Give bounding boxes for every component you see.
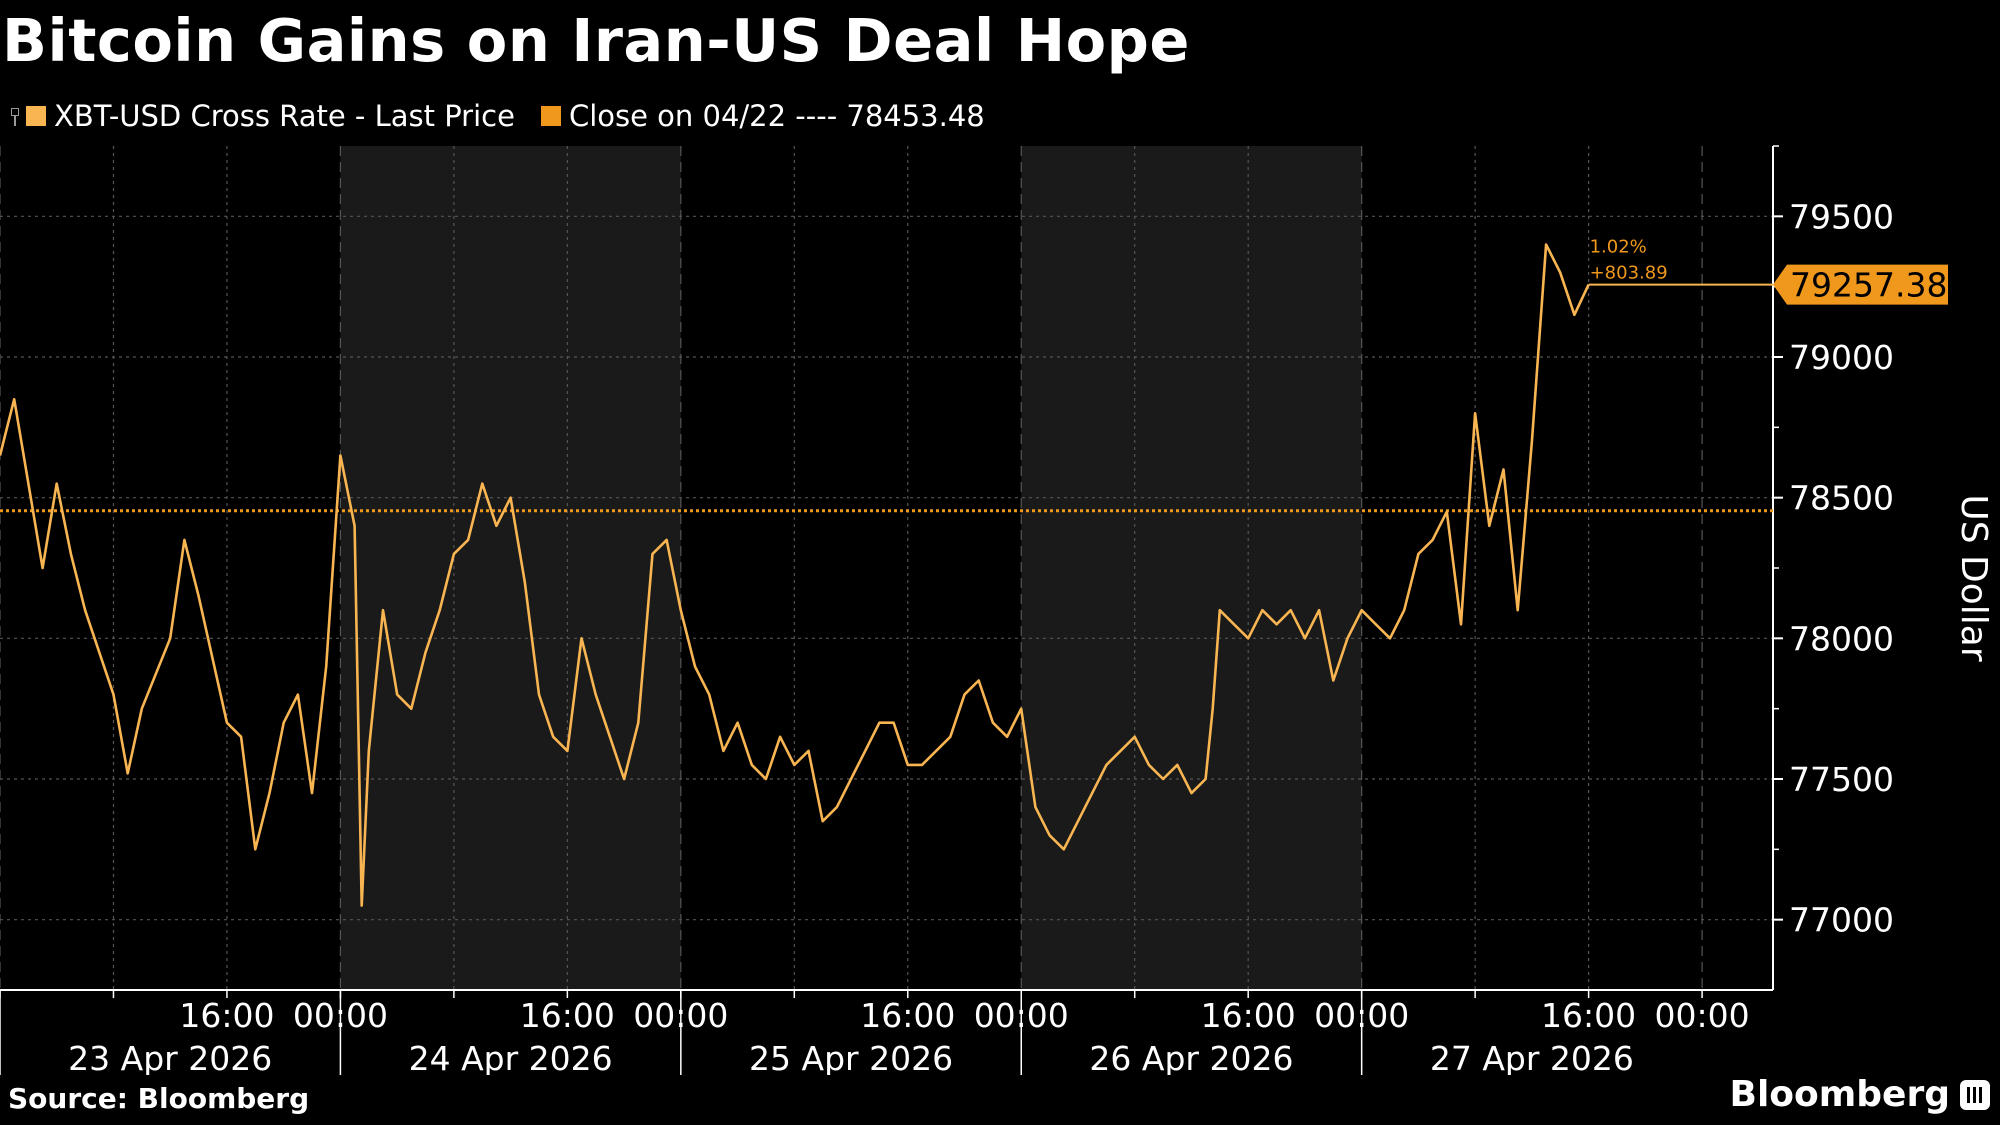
legend-series-label: XBT-USD Cross Rate - Last Price xyxy=(54,99,515,133)
close-swatch-icon xyxy=(540,106,561,126)
x-date-label: 25 Apr 2026 xyxy=(749,1039,953,1075)
change-absolute-label: +803.89 xyxy=(1590,263,1668,284)
legend-marker-icon xyxy=(10,106,22,126)
change-percent-label: 1.02% xyxy=(1590,237,1647,258)
brand-name: Bloomberg xyxy=(1729,1074,1950,1115)
last-value-label: 79257.38 xyxy=(1790,266,1947,305)
y-tick-label: 79000 xyxy=(1789,338,1894,377)
x-date-label: 26 Apr 2026 xyxy=(1089,1039,1293,1075)
weekend-shade xyxy=(1021,146,1362,990)
source-note: Source: Bloomberg xyxy=(8,1082,310,1115)
price-series-line xyxy=(0,243,1590,907)
x-tick-label: 16:00 xyxy=(1201,996,1296,1035)
bloomberg-terminal-icon xyxy=(1960,1079,1990,1110)
x-tick-label: 00:00 xyxy=(1655,996,1750,1035)
y-tick-label: 78500 xyxy=(1789,479,1894,518)
y-tick-label: 79500 xyxy=(1789,197,1894,236)
series-swatch-icon xyxy=(26,106,46,126)
x-date-label: 23 Apr 2026 xyxy=(68,1039,272,1075)
y-tick-label: 77000 xyxy=(1789,901,1894,940)
x-date-label: 27 Apr 2026 xyxy=(1430,1039,1634,1075)
legend-item-close: Close on 04/22 ---- 78453.48 xyxy=(540,99,985,133)
x-tick-label: 16:00 xyxy=(860,996,955,1035)
y-tick-label: 77500 xyxy=(1789,760,1894,799)
y-axis-title: US Dollar xyxy=(1953,494,1994,661)
legend-item-series: XBT-USD Cross Rate - Last Price xyxy=(10,99,515,133)
x-tick-label: 16:00 xyxy=(179,996,274,1035)
chart-legend: XBT-USD Cross Rate - Last Price Close on… xyxy=(10,96,1011,136)
x-date-label: 24 Apr 2026 xyxy=(409,1039,613,1075)
brand-logo: Bloomberg xyxy=(1730,1074,1990,1115)
weekend-shade xyxy=(340,146,681,990)
x-tick-label: 16:00 xyxy=(1541,996,1636,1035)
y-tick-label: 78000 xyxy=(1789,619,1894,658)
x-tick-label: 16:00 xyxy=(520,996,615,1035)
last-value-badge xyxy=(1773,264,1948,305)
chart-title: Bitcoin Gains on Iran-US Deal Hope xyxy=(2,6,1190,75)
legend-close-label: Close on 04/22 ---- 78453.48 xyxy=(568,99,985,133)
price-chart: 77000 77500 78000 78500 79000 79500 16:00 00:00… xyxy=(0,145,1994,1075)
